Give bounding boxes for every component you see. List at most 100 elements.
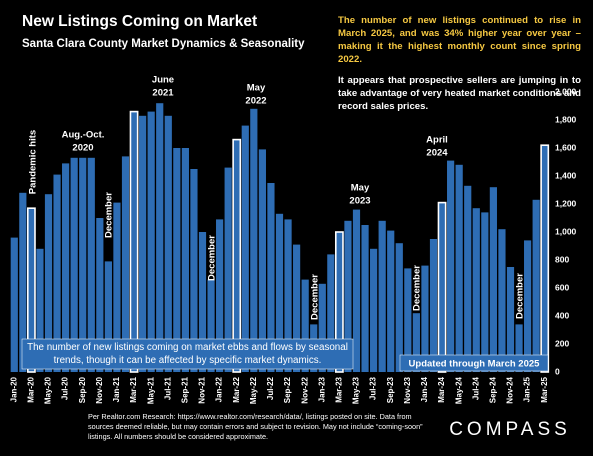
y-tick-label: 400 [555, 310, 569, 320]
x-tick-label: Nov-24 [506, 376, 515, 403]
y-tick-label: 0 [555, 366, 560, 376]
annotation: Aug.-Oct. [62, 130, 105, 141]
bar [344, 220, 352, 372]
x-tick-label: Mar-21 [129, 376, 138, 402]
bar [540, 144, 550, 373]
x-tick-label: Jan-21 [112, 376, 121, 402]
x-tick-label: Sep-24 [488, 376, 497, 403]
y-tick-label: 1,800 [555, 114, 577, 124]
bar [139, 115, 147, 373]
x-tick-label: Jan-22 [215, 376, 224, 402]
bar [250, 108, 258, 373]
bar [293, 244, 301, 372]
y-tick-label: 600 [555, 282, 569, 292]
x-tick-label: May-22 [249, 376, 258, 404]
annotation: April [426, 135, 448, 146]
bar [62, 163, 70, 372]
bar [44, 194, 53, 372]
bar [70, 157, 78, 372]
annotation: May [247, 83, 266, 94]
bar [318, 283, 326, 372]
x-tick-label: May-20 [44, 376, 53, 404]
x-tick-label: Nov-21 [198, 376, 207, 403]
bar [198, 232, 207, 372]
bar [36, 248, 44, 372]
bar [173, 148, 181, 372]
bar [258, 149, 266, 372]
annotation: Pandemic hits [28, 130, 39, 194]
annotation: 2020 [72, 143, 93, 154]
bar [216, 219, 224, 372]
bar [241, 125, 249, 372]
annotation: 2021 [152, 88, 174, 99]
x-tick-label: Sep-20 [78, 376, 87, 403]
annotation: December [515, 273, 526, 319]
bar [489, 187, 497, 372]
brand-logo: COMPASS [449, 419, 571, 440]
x-tick-label: May-21 [146, 376, 155, 404]
bar [181, 148, 189, 372]
updated-box [399, 354, 549, 372]
bar [437, 201, 447, 373]
bar [455, 164, 463, 372]
bar [370, 248, 378, 372]
x-tick-label: Jan-20 [9, 376, 18, 402]
bar [387, 230, 395, 372]
bar [498, 229, 506, 372]
bar [10, 237, 18, 372]
x-tick-label: May-23 [352, 376, 361, 404]
annotation: 2022 [245, 96, 266, 107]
bar [412, 313, 420, 372]
bar [79, 157, 87, 372]
bar [404, 268, 412, 372]
x-tick-label: Mar-23 [334, 376, 343, 402]
bar [26, 207, 36, 373]
x-tick-label: Jul-20 [61, 376, 70, 400]
bar [87, 157, 95, 372]
y-tick-label: 1,600 [555, 142, 577, 152]
caption: The number of new listings coming on mar… [27, 342, 348, 366]
x-tick-label: Sep-22 [283, 376, 292, 403]
caption-box [21, 338, 354, 370]
bar [113, 202, 121, 372]
annotation: 2023 [349, 196, 370, 207]
bar [481, 212, 489, 372]
bar [472, 208, 480, 372]
y-tick-label: 1,400 [555, 170, 577, 180]
x-tick-label: Jan-23 [317, 376, 326, 402]
bar [190, 169, 198, 372]
bar [506, 267, 515, 372]
bar [104, 261, 112, 372]
bar [429, 239, 438, 372]
bar [19, 192, 27, 372]
annotation: 2024 [426, 148, 448, 159]
x-tick-label: Mar-22 [232, 376, 241, 402]
y-tick-label: 1,200 [555, 198, 577, 208]
bar [378, 220, 386, 372]
x-tick-label: Jan-24 [420, 376, 429, 402]
y-tick-label: 800 [555, 254, 569, 264]
y-tick-label: 1,000 [555, 226, 577, 236]
annotation: December [412, 265, 423, 311]
bar [156, 103, 164, 372]
source: Per Realtor.com Research: https://www.re… [88, 412, 423, 441]
x-tick-label: Jul-22 [266, 376, 275, 400]
bar [96, 218, 104, 372]
bar [267, 183, 275, 372]
bar [464, 185, 472, 372]
annotation: May [351, 183, 370, 194]
x-tick-label: Nov-23 [403, 376, 412, 403]
y-tick-label: 2,000 [555, 86, 577, 96]
x-tick-label: Mar-25 [540, 376, 549, 402]
bar [147, 111, 155, 372]
bar [352, 209, 361, 372]
x-tick-label: May-24 [454, 376, 463, 404]
updated-label: Updated through March 2025 [409, 359, 541, 370]
x-tick-label: Jul-24 [471, 376, 480, 400]
annotation: December [207, 235, 218, 281]
bar [53, 174, 61, 372]
bar [301, 279, 309, 372]
x-tick-label: Sep-23 [386, 376, 395, 403]
